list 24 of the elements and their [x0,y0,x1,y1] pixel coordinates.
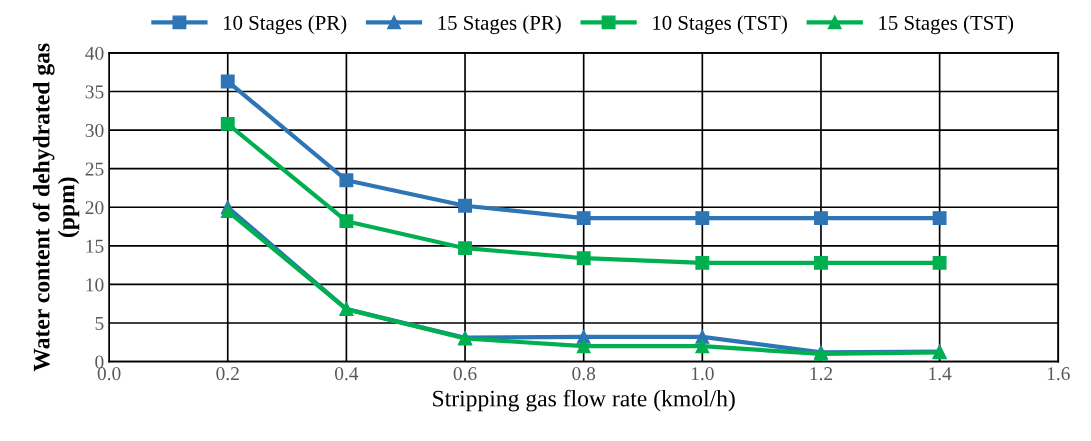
legend-label: 10 Stages (TST) [653,15,787,35]
y-tick-label: 30 [85,123,104,138]
y-tick-label: 20 [85,201,104,215]
legend-label: 10 Stages (PR) [223,15,347,35]
x-tick-label: 1.0 [691,367,714,381]
y-axis-title: Water content of dehydrated gas (ppm) [32,43,80,372]
x-tick-label: 0.8 [572,367,596,381]
x-tick-label: 1.4 [929,367,952,381]
x-tick-label: 1.2 [810,367,833,381]
x-tick-label: 0.6 [453,367,477,381]
y-tick-label: 5 [95,317,104,330]
y-tick-label: 35 [85,85,104,99]
y-tick-label: 10 [86,278,104,292]
y-tick-label: 15 [86,239,104,253]
x-tick-label: 0.2 [216,367,239,381]
legend-label: 15 Stages (PR) [438,15,561,35]
y-tick-label: 0 [95,355,104,369]
y-tick-label: 40 [85,46,104,60]
x-tick-label: 0.4 [334,367,359,381]
legend-label: 15 Stages (TST) [879,15,1014,35]
x-tick-label: 1.6 [1047,367,1070,381]
x-tick-label: 0.0 [97,367,121,381]
y-tick-label: 25 [85,162,104,176]
x-axis-title: Stripping gas flow rate (kmol/h) [433,389,735,412]
